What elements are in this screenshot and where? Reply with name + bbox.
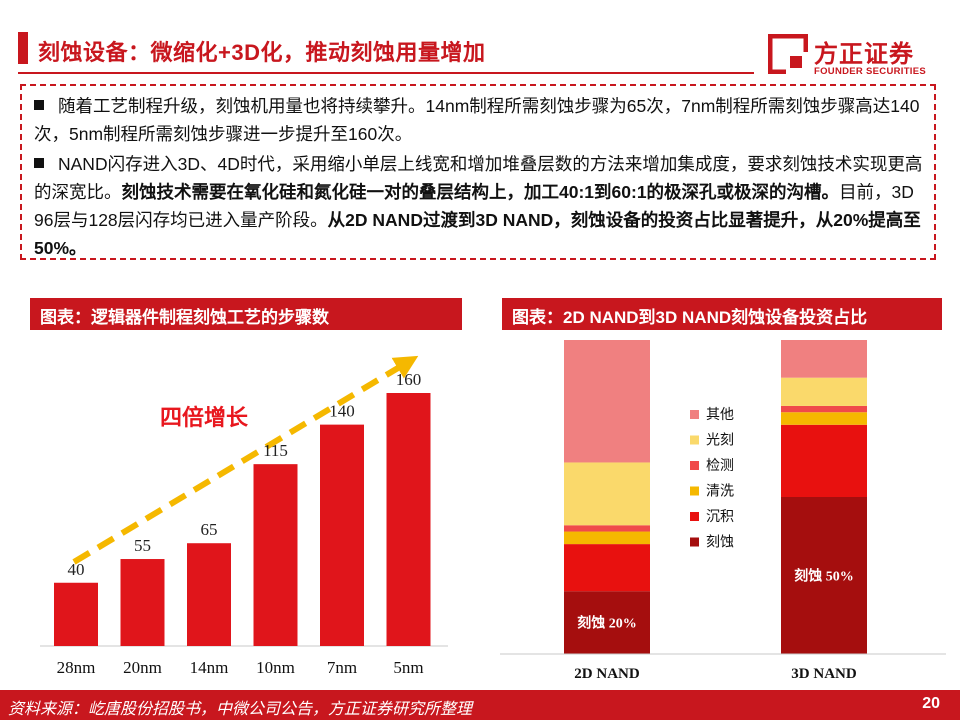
stack-segment xyxy=(564,591,650,654)
bullet-square-icon xyxy=(34,158,44,168)
stack-segment xyxy=(564,525,650,532)
data-label: 160 xyxy=(396,370,422,389)
summary-box: 随着工艺制程升级，刻蚀机用量也将持续攀升。14nm制程所需刻蚀步骤为65次，7n… xyxy=(20,84,936,260)
x-tick-label: 7nm xyxy=(327,658,357,677)
legend-label: 清洗 xyxy=(706,483,734,499)
stack-segment xyxy=(564,544,650,592)
company-logo: 方正证券 FOUNDER SECURITIES xyxy=(768,34,958,80)
data-label: 55 xyxy=(134,536,151,555)
legend-label: 其他 xyxy=(706,406,734,422)
legend-label: 检测 xyxy=(706,457,734,473)
logo-text-en: FOUNDER SECURITIES xyxy=(814,66,927,77)
etch-steps-bar-chart: 40 28nm 55 20nm 65 14nm 115 10nm 140 7nm 160 5nm xyxy=(40,355,448,677)
legend-swatch xyxy=(690,486,699,496)
segment-label: 刻蚀 50% xyxy=(794,568,854,585)
bullet-square-icon xyxy=(34,100,44,110)
bar xyxy=(386,393,431,646)
legend-label: 沉积 xyxy=(706,508,734,524)
x-tick-label: 2D NAND xyxy=(574,666,640,682)
logo-text-cn: 方正证券 xyxy=(814,41,914,68)
legend-swatch xyxy=(690,410,699,419)
data-label: 40 xyxy=(68,560,85,579)
stack-segment xyxy=(781,497,867,654)
footer-source: 资料来源：屹唐股份招股书，中微公司公告，方正证券研究所整理 xyxy=(8,701,473,718)
right-chart-title-bar: 图表：2D NAND到3D NAND刻蚀设备投资占比 xyxy=(502,298,942,330)
bullet-item: 随着工艺制程升级，刻蚀机用量也将持续攀升。14nm制程所需刻蚀步骤为65次，7n… xyxy=(34,92,924,148)
growth-arrow xyxy=(72,355,419,565)
legend-swatch xyxy=(690,435,699,445)
stack-segment xyxy=(564,340,650,463)
x-tick-label: 3D NAND xyxy=(791,666,857,682)
stack-segment xyxy=(781,340,867,378)
stack-segment xyxy=(781,424,867,497)
bar xyxy=(253,464,298,646)
x-tick-label: 20nm xyxy=(123,658,162,677)
page-number: 20 xyxy=(922,695,940,712)
page-title: 刻蚀设备：微缩化+3D化，推动刻蚀用量增加 xyxy=(38,40,486,65)
legend-swatch xyxy=(690,537,699,547)
legend-swatch xyxy=(690,461,699,470)
bullet-text-bold: 刻蚀技术需要在氧化硅和氮化硅一对的叠层结构上，加工40:1到60:1的极深孔或极… xyxy=(121,182,840,202)
bullet-item: NAND闪存进入3D、4D时代，采用缩小单层上线宽和增加堆叠层数的方法来增加集成… xyxy=(34,150,924,262)
data-label: 140 xyxy=(329,402,355,421)
legend-label: 刻蚀 xyxy=(706,534,734,550)
legend-label: 光刻 xyxy=(706,432,734,448)
legend-swatch xyxy=(690,512,699,521)
bullet-text-bold: 从2D NAND过渡到3D NAND，刻蚀设备的投资占比显著提升，从20%提高至… xyxy=(34,210,921,258)
bar xyxy=(187,543,231,646)
stack-segment xyxy=(781,377,867,406)
bullet-text: 随着工艺制程升级，刻蚀机用量也将持续攀升。14nm制程所需刻蚀步骤为65次，7n… xyxy=(34,96,920,144)
founder-logo-icon xyxy=(768,34,808,74)
x-tick-label: 10nm xyxy=(256,658,295,677)
title-underline xyxy=(18,72,754,74)
left-chart-title-bar: 图表：逻辑器件制程刻蚀工艺的步骤数 xyxy=(30,298,462,330)
x-tick-label: 28nm xyxy=(57,658,96,677)
segment-label: 刻蚀 20% xyxy=(577,615,637,632)
stack-segment xyxy=(564,531,650,545)
bullet-text: 目前，3D 96层与128层闪存均已进入量产阶段。 xyxy=(34,182,914,230)
left-chart-title: 图表：逻辑器件制程刻蚀工艺的步骤数 xyxy=(40,308,329,327)
x-tick-label: 14nm xyxy=(190,658,229,677)
stack-segment xyxy=(781,412,867,425)
stack-segment xyxy=(781,405,867,413)
x-tick-label: 5nm xyxy=(393,658,423,677)
right-chart-title: 图表：2D NAND到3D NAND刻蚀设备投资占比 xyxy=(512,308,868,327)
footer-bar: 资料来源：屹唐股份招股书，中微公司公告，方正证券研究所整理 20 xyxy=(0,690,960,720)
bar xyxy=(120,559,165,646)
bullet-text: NAND闪存进入3D、4D时代，采用缩小单层上线宽和增加堆叠层数的方法来增加集成… xyxy=(34,154,923,202)
bar xyxy=(320,424,364,646)
data-label: 65 xyxy=(201,520,218,539)
growth-annotation: 四倍增长 xyxy=(160,405,249,430)
bar xyxy=(54,582,98,646)
stack-segment xyxy=(564,462,650,526)
title-accent-bar xyxy=(18,32,28,64)
data-label: 115 xyxy=(263,441,288,460)
